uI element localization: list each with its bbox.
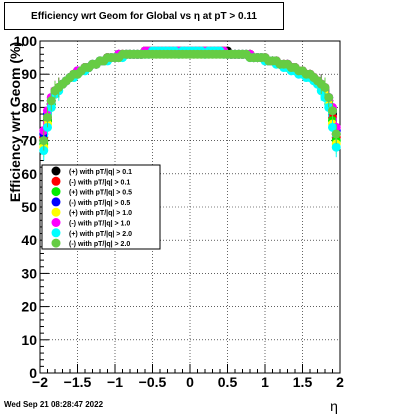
y-tick-label: 0	[29, 365, 37, 381]
legend-entry-label: (-) with pT/|q| > 1.0	[69, 221, 130, 228]
legend-marker	[51, 187, 61, 197]
legend-box	[41, 164, 161, 250]
legend-entry-label: (+) with pT/|q| > 0.1	[69, 169, 132, 176]
data-point	[331, 129, 341, 139]
legend-marker	[51, 197, 61, 207]
y-tick-label: 20	[21, 299, 37, 315]
y-tick-label: 70	[21, 133, 37, 149]
x-tick-label: 0.5	[218, 374, 238, 390]
legend-marker	[51, 207, 61, 217]
legend-entry-label: (+) with pT/|q| > 2.0	[69, 231, 132, 238]
y-tick-label: 40	[21, 232, 37, 248]
y-tick-label: 100	[14, 33, 38, 49]
x-tick-label: 2	[336, 374, 344, 390]
data-points	[39, 46, 341, 161]
data-point	[39, 136, 49, 146]
data-point	[320, 82, 330, 92]
legend-entry-label: (-) with pT/|q| > 2.0	[69, 241, 130, 248]
legend-marker	[51, 218, 61, 227]
legend-entry-label: (-) with pT/|q| > 0.5	[69, 200, 130, 207]
axes: −2 −1.5 −1 −0.5 0 0.5 1 1.5 20102030405060708090…	[14, 33, 344, 390]
y-tick-label: 30	[21, 265, 37, 281]
y-tick-label: 50	[21, 199, 37, 215]
x-tick-label: −1.5	[64, 374, 92, 390]
y-tick-label: 80	[21, 99, 37, 115]
grid-lines	[40, 41, 340, 373]
data-point	[331, 142, 341, 152]
data-point	[328, 106, 337, 116]
x-tick-label: −2	[32, 374, 48, 390]
y-tick-label: 10	[21, 332, 37, 348]
chart-title: Efficiency wrt Geom for Global vs η at p…	[4, 2, 284, 30]
x-axis-label: η	[330, 398, 338, 414]
x-tick-label: −0.5	[139, 374, 167, 390]
legend-entry-label: (-) with pT/|q| > 0.1	[69, 179, 130, 186]
legend: (+) with pT/|q| > 0.1 (-) with pT/|q| > 0…	[41, 164, 161, 250]
x-tick-label: 1	[261, 374, 269, 390]
series-1	[39, 46, 341, 148]
timestamp: Wed Sep 21 08:28:47 2022	[4, 400, 104, 409]
data-point	[324, 92, 334, 102]
legend-marker	[51, 166, 61, 176]
data-point	[46, 96, 56, 106]
legend-marker	[51, 228, 61, 238]
x-tick-label: 1.5	[293, 374, 313, 390]
series-7	[39, 49, 341, 151]
y-axis-label: Efficiency wrt Geom (%)	[7, 42, 23, 202]
legend-marker	[51, 176, 61, 186]
legend-entry-label: (+) with pT/|q| > 1.0	[69, 210, 132, 217]
data-point	[43, 112, 52, 122]
x-tick-label: −1	[107, 374, 123, 390]
y-tick-label: 90	[21, 66, 37, 82]
legend-marker	[51, 238, 61, 248]
x-tick-label: 0	[186, 374, 194, 390]
legend-entry-label: (+) with pT/|q| > 0.5	[69, 190, 132, 197]
series-5	[39, 46, 341, 141]
data-point	[328, 122, 337, 132]
y-tick-label: 60	[21, 166, 37, 182]
data-point	[43, 122, 52, 132]
